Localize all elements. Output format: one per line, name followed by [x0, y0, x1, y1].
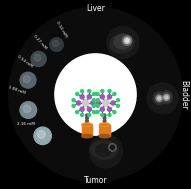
Circle shape — [83, 100, 89, 106]
Circle shape — [81, 113, 84, 116]
Ellipse shape — [155, 94, 163, 103]
Circle shape — [163, 94, 169, 100]
Circle shape — [76, 92, 79, 95]
Circle shape — [50, 38, 63, 51]
Ellipse shape — [82, 134, 92, 138]
Text: 1.08 mM: 1.08 mM — [8, 85, 26, 95]
Circle shape — [113, 92, 116, 95]
Ellipse shape — [99, 134, 110, 138]
Circle shape — [107, 95, 112, 99]
Circle shape — [101, 90, 104, 93]
Circle shape — [97, 101, 101, 105]
Ellipse shape — [114, 34, 132, 49]
Circle shape — [91, 101, 95, 105]
Circle shape — [100, 95, 104, 99]
Circle shape — [93, 92, 96, 95]
Ellipse shape — [110, 34, 134, 53]
Ellipse shape — [91, 140, 117, 159]
Circle shape — [96, 99, 99, 102]
Circle shape — [107, 107, 112, 111]
Circle shape — [76, 101, 81, 105]
Ellipse shape — [160, 91, 172, 104]
Circle shape — [92, 99, 95, 102]
Circle shape — [117, 99, 120, 102]
Circle shape — [72, 104, 75, 107]
Circle shape — [100, 107, 104, 111]
Text: Liver: Liver — [86, 4, 105, 13]
Circle shape — [94, 101, 97, 105]
Text: 0.27 mM: 0.27 mM — [32, 34, 47, 50]
Circle shape — [108, 90, 111, 93]
Text: 0.14 mM: 0.14 mM — [55, 21, 67, 38]
Circle shape — [96, 92, 99, 95]
Ellipse shape — [162, 93, 171, 102]
Circle shape — [72, 99, 75, 102]
Circle shape — [103, 117, 106, 119]
Circle shape — [23, 75, 30, 83]
Circle shape — [122, 36, 132, 45]
Circle shape — [103, 120, 106, 122]
Text: Bladder: Bladder — [179, 80, 188, 109]
Ellipse shape — [99, 123, 110, 126]
Circle shape — [55, 54, 136, 135]
Text: 0.54 mM: 0.54 mM — [16, 54, 33, 68]
Circle shape — [86, 117, 88, 119]
Circle shape — [92, 104, 95, 107]
Circle shape — [20, 72, 36, 88]
Polygon shape — [99, 125, 110, 136]
Circle shape — [101, 113, 104, 116]
Circle shape — [86, 122, 88, 125]
Circle shape — [113, 111, 116, 114]
Circle shape — [147, 83, 178, 114]
Circle shape — [87, 95, 91, 99]
Circle shape — [124, 38, 130, 43]
Text: Tumor: Tumor — [84, 176, 107, 185]
Ellipse shape — [153, 92, 165, 105]
Circle shape — [34, 127, 51, 145]
Circle shape — [86, 120, 88, 122]
Circle shape — [156, 95, 162, 101]
Ellipse shape — [82, 123, 92, 126]
Circle shape — [117, 104, 120, 107]
Circle shape — [53, 40, 59, 47]
Circle shape — [109, 144, 116, 151]
Circle shape — [86, 114, 88, 117]
Circle shape — [87, 107, 91, 111]
Circle shape — [80, 107, 84, 111]
Circle shape — [20, 102, 37, 118]
Circle shape — [31, 51, 46, 67]
Circle shape — [107, 26, 139, 59]
Polygon shape — [82, 125, 92, 136]
Text: 2.16 mM: 2.16 mM — [17, 122, 35, 126]
Circle shape — [96, 111, 99, 114]
Ellipse shape — [96, 144, 112, 156]
Circle shape — [96, 104, 99, 107]
Circle shape — [80, 95, 84, 99]
Circle shape — [34, 54, 41, 61]
Circle shape — [165, 96, 168, 99]
Circle shape — [103, 114, 106, 117]
Circle shape — [88, 90, 91, 93]
Circle shape — [111, 101, 115, 105]
Circle shape — [108, 113, 111, 116]
Circle shape — [88, 113, 91, 116]
Circle shape — [37, 131, 45, 138]
Circle shape — [103, 122, 106, 125]
Circle shape — [103, 100, 109, 106]
Circle shape — [81, 90, 84, 93]
Circle shape — [76, 111, 79, 114]
Circle shape — [93, 111, 96, 114]
Circle shape — [89, 135, 123, 168]
Circle shape — [9, 8, 182, 181]
Circle shape — [126, 39, 128, 42]
Circle shape — [110, 145, 115, 149]
Circle shape — [23, 105, 31, 112]
Circle shape — [158, 97, 161, 100]
